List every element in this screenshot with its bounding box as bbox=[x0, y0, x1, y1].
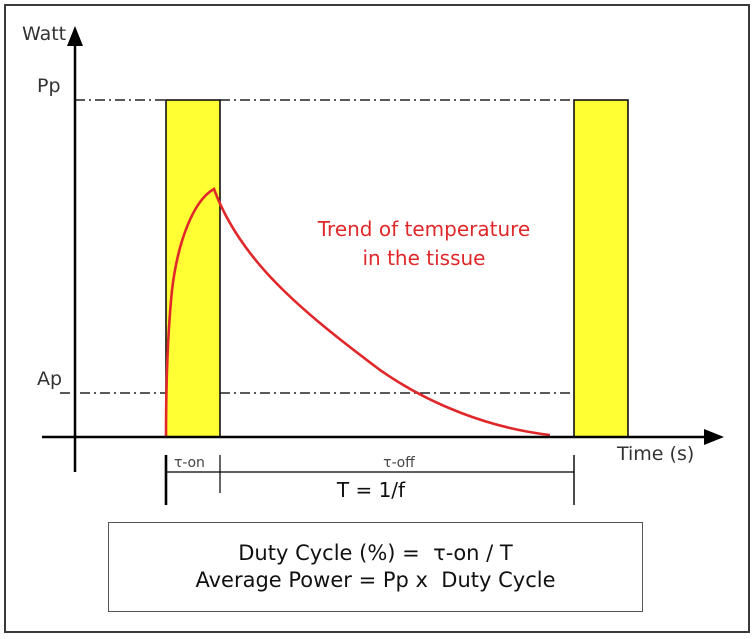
duty-cycle-formula: Duty Cycle (%) = τ-on / T bbox=[238, 541, 513, 565]
pulse-on-label: τ-on bbox=[174, 455, 205, 471]
period-label: T = 1/f bbox=[336, 478, 406, 502]
average-power-label: Ap bbox=[37, 368, 62, 390]
peak-power-label: Pp bbox=[37, 75, 61, 97]
temperature-label-line2: in the tissue bbox=[363, 246, 486, 270]
x-axis-label: Time (s) bbox=[616, 443, 694, 465]
average-power-formula: Average Power = Pp x Duty Cycle bbox=[195, 568, 556, 592]
pulse-off-label: τ-off bbox=[383, 455, 415, 471]
y-axis-arrow-icon bbox=[67, 26, 83, 46]
temperature-curve bbox=[164, 187, 551, 438]
x-axis-arrow-icon bbox=[704, 429, 724, 445]
temperature-label-line1: Trend of temperature bbox=[317, 217, 530, 241]
pulse-bar-2 bbox=[573, 99, 629, 438]
y-axis-label: Watt bbox=[22, 23, 66, 45]
formula-box: Duty Cycle (%) = τ-on / T Average Power … bbox=[108, 522, 643, 612]
